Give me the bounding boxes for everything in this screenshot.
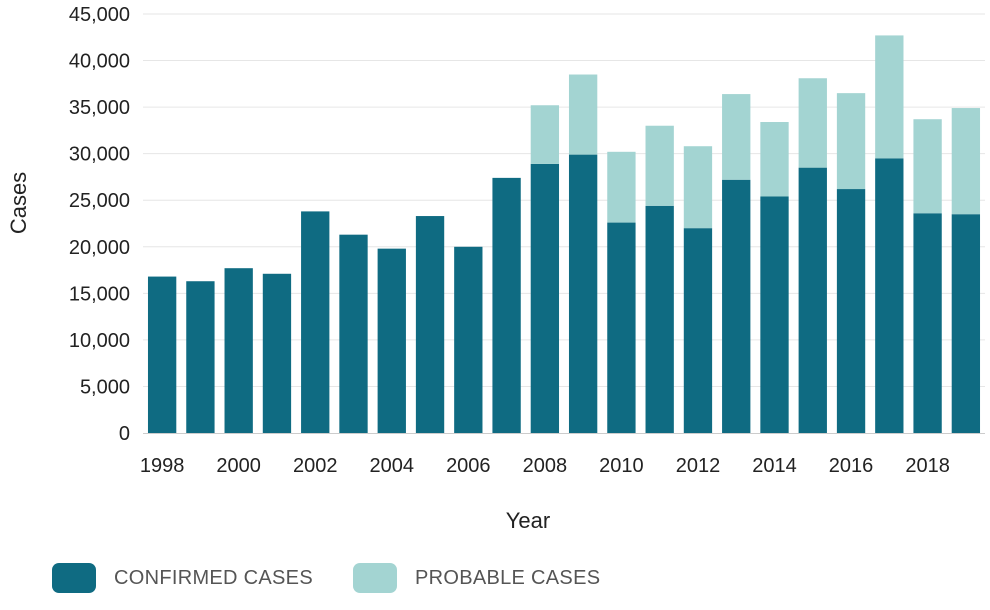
y-axis-title: Cases [6,172,31,234]
bar-probable-2013[interactable] [722,94,751,180]
bar-confirmed-1998[interactable] [147,276,177,433]
x-tick-label: 2018 [905,455,950,477]
bar-confirmed-2005[interactable] [415,216,445,433]
y-tick-label: 45,000 [69,4,130,26]
bar-confirmed-2000[interactable] [224,268,253,433]
x-tick-label: 2010 [599,455,644,477]
bar-probable-2019[interactable] [951,108,981,215]
y-tick-label: 10,000 [69,330,130,352]
bar-confirmed-2015[interactable] [798,167,827,433]
y-tick-label: 5,000 [80,376,130,398]
bar-probable-2011[interactable] [645,125,674,206]
y-tick-label: 15,000 [69,283,130,305]
x-axis-ticks: 1998 2000 2002 2004 2006 2008 2010 2012 2014 2016… [140,455,950,477]
bar-confirmed-2019[interactable] [951,214,981,433]
bar-confirmed-2017[interactable] [875,158,904,434]
x-tick-label: 2000 [216,455,261,477]
x-tick-label: 2008 [523,455,568,477]
y-tick-label: 20,000 [69,237,130,259]
bar-probable-2018[interactable] [913,119,942,214]
legend-swatch-confirmed [52,563,96,593]
bar-probable-2016[interactable] [836,93,866,190]
bar-confirmed-2008[interactable] [530,163,560,434]
bar-probable-2012[interactable] [683,146,713,229]
legend: CONFIRMED CASES PROBABLE CASES [52,563,640,593]
x-tick-label: 2016 [829,455,874,477]
bar-confirmed-2018[interactable] [913,213,942,433]
bar-confirmed-2001[interactable] [262,273,292,433]
x-tick-label: 2004 [370,455,415,477]
bar-confirmed-2016[interactable] [836,189,866,433]
bar-confirmed-2009[interactable] [568,154,598,433]
bar-confirmed-2007[interactable] [492,177,521,433]
bar-confirmed-2010[interactable] [607,222,636,433]
x-tick-label: 2006 [446,455,491,477]
bar-confirmed-2006[interactable] [454,246,483,433]
bar-confirmed-2002[interactable] [301,211,330,433]
bar-confirmed-2011[interactable] [645,205,674,433]
bar-confirmed-2003[interactable] [339,234,368,433]
legend-item-probable[interactable]: PROBABLE CASES [352,563,601,593]
y-axis-ticks: 0 5,000 10,000 15,000 20,000 25,000 30,000 35,0… [69,4,130,445]
bar-probable-2015[interactable] [798,78,827,168]
x-tick-label: 2012 [676,455,721,477]
legend-label-probable: PROBABLE CASES [414,566,601,589]
bar-confirmed-2013[interactable] [722,179,751,433]
bar-probable-2008[interactable] [530,105,560,164]
y-tick-label: 25,000 [69,190,130,212]
bar-confirmed-2012[interactable] [683,228,713,433]
y-tick-label: 35,000 [69,97,130,119]
bar-confirmed-2014[interactable] [760,196,789,433]
bar-probable-2017[interactable] [875,35,904,159]
x-tick-label: 1998 [140,455,185,477]
legend-item-confirmed[interactable]: CONFIRMED CASES [52,563,313,593]
bar-probable-2010[interactable] [607,151,636,223]
legend-swatch-probable [352,563,397,593]
y-tick-label: 0 [119,423,130,445]
bar-probable-2009[interactable] [568,74,598,155]
x-tick-label: 2002 [293,455,338,477]
bar-confirmed-2004[interactable] [377,248,406,433]
bar-probable-2014[interactable] [760,122,789,197]
x-tick-label: 2014 [752,455,797,477]
bar-confirmed-1999[interactable] [186,281,215,433]
y-tick-label: 30,000 [69,144,130,166]
y-tick-label: 40,000 [69,51,130,73]
legend-label-confirmed: CONFIRMED CASES [114,566,313,589]
bars [147,35,981,434]
x-axis-title: Year [506,508,550,533]
